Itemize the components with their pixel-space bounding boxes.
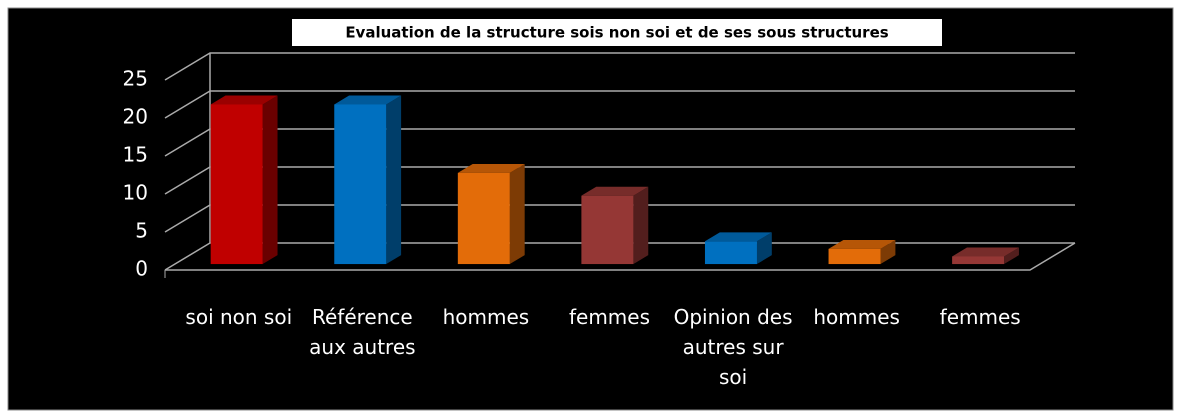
bar [952,247,1019,265]
bar-front [828,248,881,265]
bar-side [509,163,525,265]
bar [334,95,402,265]
y-tick-label: 10 [123,181,148,205]
bar-side [1004,247,1019,265]
bar [704,232,772,265]
bar-front [334,104,387,265]
bar-top [210,95,278,105]
floor-edge [165,242,1076,271]
x-tick-label: femmes [939,305,1021,329]
y-tick-label: 5 [135,219,148,243]
bar-front [581,195,634,265]
bar-top [952,247,1019,257]
bar-side [633,186,649,265]
bar-top [581,186,649,196]
bar-front [210,104,263,265]
chart-title: Evaluation de la structure sois non soi … [345,24,888,42]
bar-side [262,95,278,265]
bar-front [704,241,757,265]
bar-side [756,232,772,265]
title-box [292,19,942,46]
bar-top [704,232,772,242]
y-tick-label: 20 [123,105,148,129]
bar-front [952,256,1005,265]
y-tick-label: 0 [135,257,148,281]
bar-top [457,163,525,173]
x-tick-label: hommes [813,305,900,329]
bar-top [828,239,896,249]
bar [581,186,649,265]
bar [457,163,525,265]
bar-side [880,239,896,265]
x-tick-label: Opinion des autres sur soi [673,305,793,389]
x-tick-label: soi non soi [185,305,293,329]
y-tick-label: 15 [123,143,148,167]
bar-side [386,95,402,265]
bar-front [457,172,510,265]
bar [828,239,896,265]
x-tick-label: femmes [568,305,651,329]
x-tick-label: Référence aux autres [309,305,416,359]
bar [210,95,278,265]
bar-top [334,95,402,105]
x-tick-label: hommes [442,305,530,329]
y-tick-label: 25 [123,67,148,91]
